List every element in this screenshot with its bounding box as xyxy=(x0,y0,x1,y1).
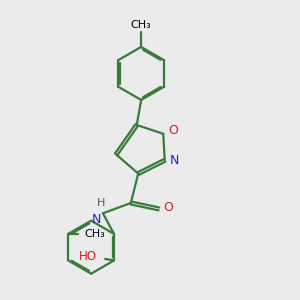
Text: N: N xyxy=(170,154,179,167)
Text: HO: HO xyxy=(78,250,96,262)
Text: CH₃: CH₃ xyxy=(131,20,152,30)
Text: H: H xyxy=(97,198,106,208)
Text: N: N xyxy=(92,213,101,226)
Text: O: O xyxy=(163,201,173,214)
Text: O: O xyxy=(169,124,178,137)
Text: CH₃: CH₃ xyxy=(84,229,105,239)
